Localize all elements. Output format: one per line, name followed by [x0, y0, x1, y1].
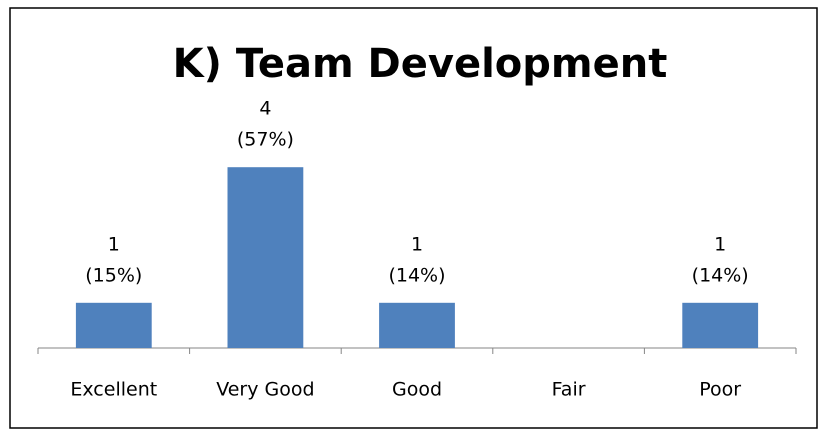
- bar: [227, 167, 304, 348]
- bar: [379, 302, 455, 348]
- data-label-percent: (57%): [237, 129, 294, 151]
- data-label: 1: [411, 233, 423, 255]
- x-tick-label: Very Good: [216, 379, 314, 401]
- data-label-percent: (14%): [388, 264, 445, 286]
- data-label: 1: [108, 233, 120, 255]
- bar: [682, 302, 759, 348]
- x-tick-label: Good: [392, 379, 442, 401]
- chart-title: K) Team Development: [173, 41, 668, 87]
- x-tick-label: Fair: [552, 379, 586, 401]
- data-label: 1: [714, 233, 726, 255]
- bar: [75, 302, 152, 348]
- x-tick-label: Poor: [699, 379, 741, 401]
- x-tick-label: Excellent: [70, 379, 157, 401]
- chart-frame: [9, 7, 818, 429]
- data-label-percent: (15%): [85, 264, 142, 286]
- data-label: 4: [259, 98, 271, 120]
- data-label-percent: (14%): [692, 264, 749, 286]
